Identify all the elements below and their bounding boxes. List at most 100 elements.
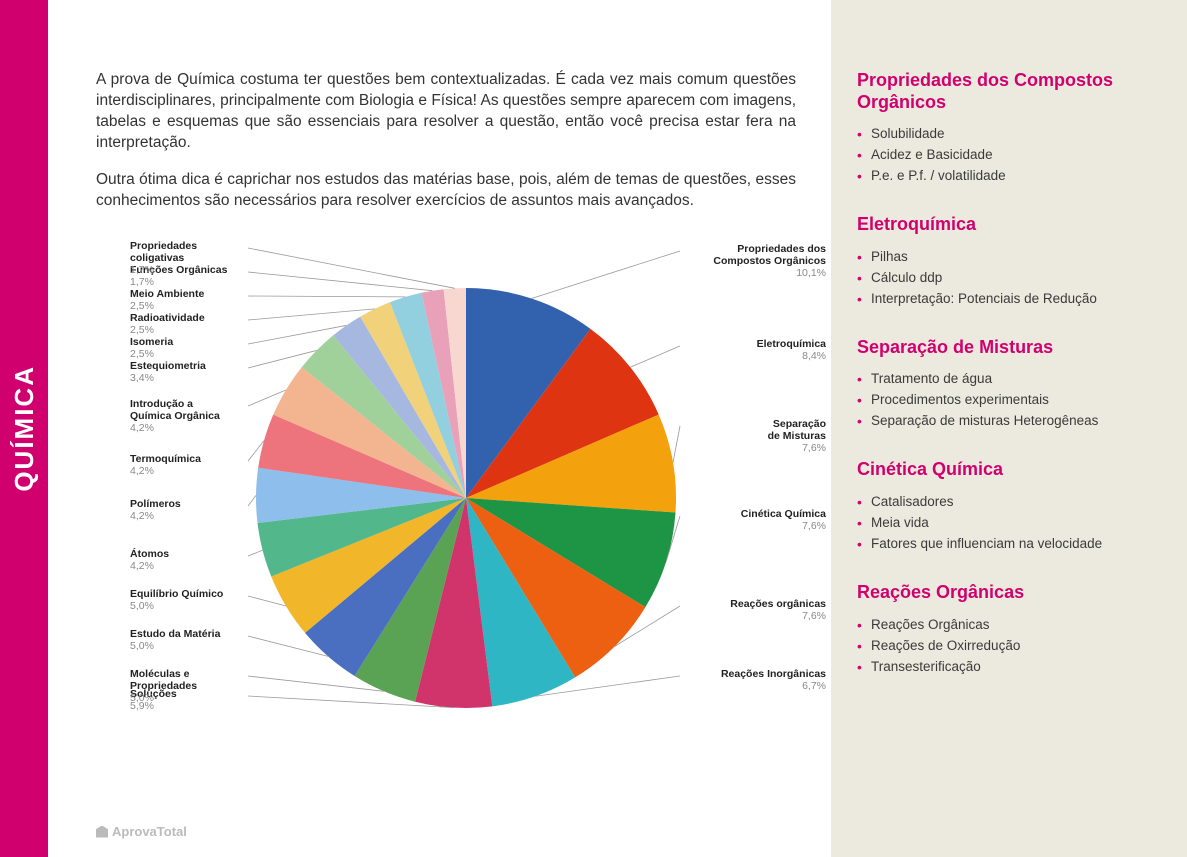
topics-panel: Propriedades dos Compostos Orgânicos Solu… — [831, 0, 1187, 857]
slice-pct: 6,7% — [802, 680, 826, 692]
topic-title: Reações Orgânicas — [857, 582, 1161, 604]
main-column: A prova de Química costuma ter questões … — [48, 0, 831, 857]
leader-line — [248, 596, 286, 606]
slice-label: Reações Inorgânicas6,7% — [686, 668, 826, 692]
slice-pct: 3,4% — [130, 372, 154, 384]
topic-item: Interpretação: Potenciais de Redução — [857, 288, 1161, 309]
topic-item: Reações de Oxirredução — [857, 635, 1161, 656]
slice-label: Propriedades coligativas1,7% — [130, 240, 250, 276]
slice-label: Estudo da Matéria5,0% — [130, 628, 250, 652]
topic-title: Cinética Química — [857, 459, 1161, 481]
slice-label: Moléculas e Propriedades5,0% — [130, 668, 250, 704]
slice-label: Isomeria2,5% — [130, 336, 250, 360]
slice-pct: 5,0% — [130, 600, 154, 612]
logo-icon — [96, 826, 108, 838]
pie-chart: Propriedades dosCompostos Orgânicos10,1%… — [96, 228, 803, 818]
slice-name: Equilíbrio Químico — [130, 588, 223, 600]
topic-item: Meia vida — [857, 512, 1161, 533]
subject-side-tab: QUÍMICA — [0, 0, 48, 857]
slice-pct: 5,0% — [130, 692, 154, 704]
slice-label: Termoquímica4,2% — [130, 453, 250, 477]
slice-pct: 4,2% — [130, 560, 154, 572]
leader-line — [532, 251, 680, 298]
slice-pct: 4,2% — [130, 510, 154, 522]
slice-pct: 7,6% — [802, 442, 826, 454]
slice-pct: 7,6% — [802, 520, 826, 532]
slice-name: Radioatividade — [130, 312, 205, 324]
topic-item: Transesterificação — [857, 656, 1161, 677]
topic-block: Separação de Misturas Tratamento de águaP… — [857, 337, 1161, 432]
leader-line — [630, 346, 680, 367]
slice-label: Eletroquímica8,4% — [686, 338, 826, 362]
logo-text: AprovaTotal — [112, 824, 187, 839]
slice-label: Estequiometria3,4% — [130, 360, 250, 384]
intro-paragraph-1: A prova de Química costuma ter questões … — [96, 70, 796, 154]
slice-pct: 4,2% — [130, 465, 154, 477]
topic-item: Acidez e Basicidade — [857, 144, 1161, 165]
topic-item: P.e. e P.f. / volatilidade — [857, 165, 1161, 186]
slice-name: Átomos — [130, 548, 169, 560]
slice-name: Reações Inorgânicas — [721, 668, 826, 680]
slice-name: Separaçãode Misturas — [768, 418, 826, 442]
topic-title: Eletroquímica — [857, 214, 1161, 236]
topic-item: Solubilidade — [857, 123, 1161, 144]
slice-name: Reações orgânicas — [730, 598, 826, 610]
page-root: QUÍMICA A prova de Química costuma ter q… — [0, 0, 1187, 857]
topic-list: CatalisadoresMeia vidaFatores que influe… — [857, 491, 1161, 554]
topic-block: Reações OrgânicasReações OrgânicasReaçõe… — [857, 582, 1161, 677]
slice-name: Polímeros — [130, 498, 181, 510]
topic-item: Separação de misturas Heterogêneas — [857, 410, 1161, 431]
slice-name: Propriedades dosCompostos Orgânicos — [713, 243, 826, 267]
slice-label: Polímeros4,2% — [130, 498, 250, 522]
slice-name: Estequiometria — [130, 360, 206, 372]
slice-pct: 1,7% — [130, 264, 154, 276]
slice-label: Separaçãode Misturas7,6% — [686, 418, 826, 454]
slice-name: Meio Ambiente — [130, 288, 204, 300]
slice-label: Propriedades dosCompostos Orgânicos10,1% — [686, 243, 826, 279]
slice-pct: 2,5% — [130, 348, 154, 360]
leader-line — [248, 272, 432, 291]
subject-label: QUÍMICA — [9, 365, 40, 492]
slice-pct: 5,0% — [130, 640, 154, 652]
topic-item: Tratamento de água — [857, 368, 1161, 389]
leader-line — [248, 308, 375, 319]
slice-name: Moléculas e Propriedades — [130, 668, 197, 692]
brand-logo: AprovaTotal — [96, 824, 803, 839]
topic-item: Cálculo ddp — [857, 267, 1161, 288]
slice-label: Meio Ambiente2,5% — [130, 288, 250, 312]
slice-pct: 10,1% — [796, 267, 826, 279]
slice-pct: 2,5% — [130, 324, 154, 336]
slice-name: Introdução aQuímica Orgânica — [130, 398, 220, 422]
slice-label: Equilíbrio Químico5,0% — [130, 588, 250, 612]
topic-item: Reações Orgânicas — [857, 614, 1161, 635]
topic-item: Pilhas — [857, 246, 1161, 267]
slice-name: Cinética Química — [741, 508, 826, 520]
topic-item: Procedimentos experimentais — [857, 389, 1161, 410]
topic-title: Separação de Misturas — [857, 337, 1161, 359]
slice-label: Átomos4,2% — [130, 548, 250, 572]
topic-list: PilhasCálculo ddpInterpretação: Potencia… — [857, 246, 1161, 309]
slice-pct: 8,4% — [802, 350, 826, 362]
slice-label: Cinética Química7,6% — [686, 508, 826, 532]
leader-line — [248, 550, 263, 556]
topic-list: SolubilidadeAcidez e BasicidadeP.e. e P.… — [857, 123, 1161, 186]
slice-name: Estudo da Matéria — [130, 628, 220, 640]
slice-pct: 4,2% — [130, 422, 154, 434]
slice-name: Propriedades coligativas — [130, 240, 197, 264]
intro-text: A prova de Química costuma ter questões … — [96, 70, 796, 228]
slice-name: Isomeria — [130, 336, 173, 348]
slice-pct: 1,7% — [130, 276, 154, 288]
topic-list: Reações OrgânicasReações de OxirreduçãoT… — [857, 614, 1161, 677]
topic-item: Fatores que influenciam na velocidade — [857, 533, 1161, 554]
slice-name: Termoquímica — [130, 453, 201, 465]
topic-item: Catalisadores — [857, 491, 1161, 512]
intro-paragraph-2: Outra ótima dica é caprichar nos estudos… — [96, 170, 796, 212]
slice-label: Radioatividade2,5% — [130, 312, 250, 336]
slice-pct: 7,6% — [802, 610, 826, 622]
topic-block: Cinética Química CatalisadoresMeia vidaFa… — [857, 459, 1161, 554]
slice-label: Reações orgânicas7,6% — [686, 598, 826, 622]
leader-line — [248, 296, 406, 297]
topic-title: Propriedades dos Compostos Orgânicos — [857, 70, 1161, 113]
topic-block: Eletroquímica PilhasCálculo ddpInterpreta… — [857, 214, 1161, 309]
slice-name: Eletroquímica — [757, 338, 826, 350]
